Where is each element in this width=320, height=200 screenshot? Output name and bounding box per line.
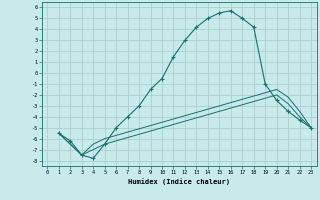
X-axis label: Humidex (Indice chaleur): Humidex (Indice chaleur) (128, 178, 230, 185)
